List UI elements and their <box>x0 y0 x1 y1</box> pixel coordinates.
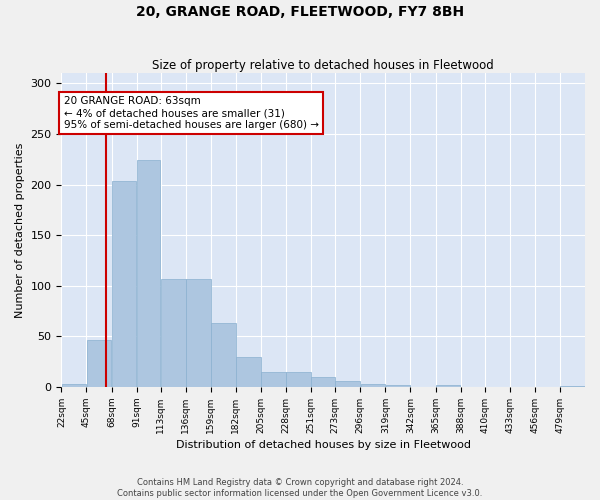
Y-axis label: Number of detached properties: Number of detached properties <box>15 142 25 318</box>
Bar <box>311 377 335 387</box>
Bar <box>112 182 136 387</box>
Bar <box>436 385 460 387</box>
Bar <box>335 381 360 387</box>
Title: Size of property relative to detached houses in Fleetwood: Size of property relative to detached ho… <box>152 59 494 72</box>
Text: 20 GRANGE ROAD: 63sqm
← 4% of detached houses are smaller (31)
95% of semi-detac: 20 GRANGE ROAD: 63sqm ← 4% of detached h… <box>64 96 319 130</box>
Bar <box>161 278 185 387</box>
Bar <box>137 160 160 387</box>
Bar <box>87 340 112 387</box>
Bar <box>386 385 410 387</box>
Bar <box>560 386 585 387</box>
Bar <box>361 384 385 387</box>
Bar <box>211 323 236 387</box>
Bar <box>186 278 211 387</box>
Bar <box>236 356 261 387</box>
Bar <box>62 384 86 387</box>
X-axis label: Distribution of detached houses by size in Fleetwood: Distribution of detached houses by size … <box>176 440 471 450</box>
Bar <box>286 372 311 387</box>
Bar <box>261 372 286 387</box>
Text: Contains HM Land Registry data © Crown copyright and database right 2024.
Contai: Contains HM Land Registry data © Crown c… <box>118 478 482 498</box>
Text: 20, GRANGE ROAD, FLEETWOOD, FY7 8BH: 20, GRANGE ROAD, FLEETWOOD, FY7 8BH <box>136 5 464 19</box>
